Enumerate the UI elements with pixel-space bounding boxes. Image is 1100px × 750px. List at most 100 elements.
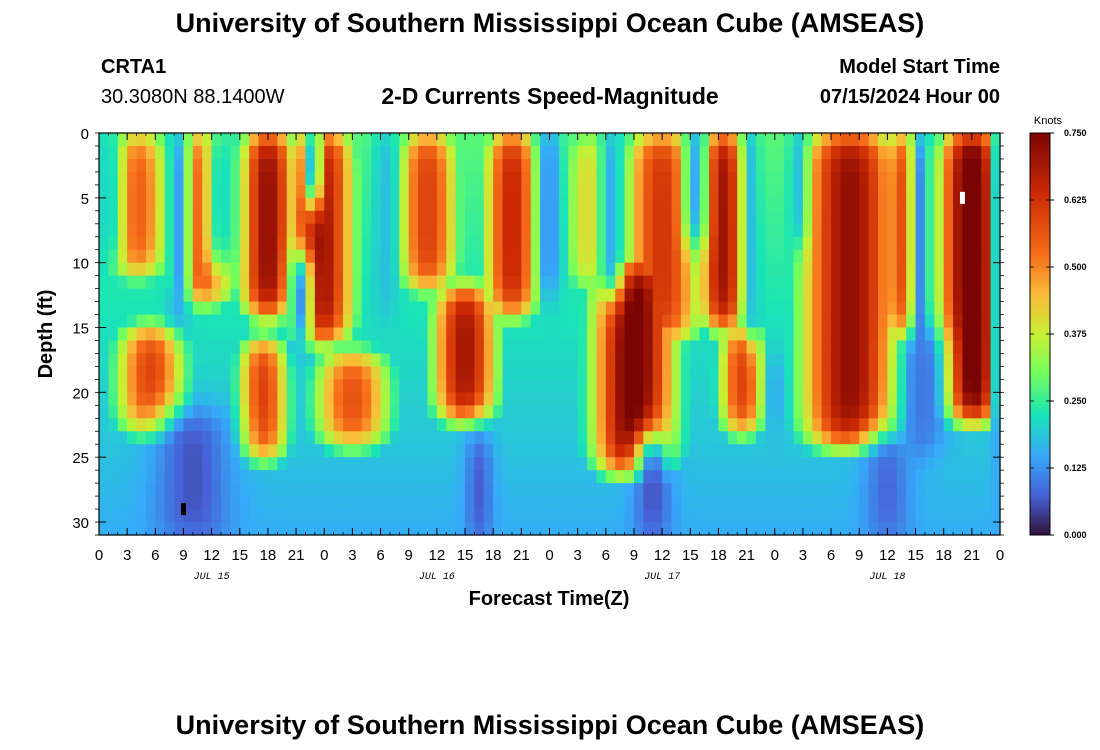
heatmap-cell bbox=[934, 379, 945, 393]
heatmap-cell bbox=[446, 133, 457, 147]
heatmap-cell bbox=[483, 171, 494, 186]
heatmap-cell bbox=[502, 496, 513, 510]
heatmap-cell bbox=[408, 509, 419, 523]
heatmap-cell bbox=[174, 262, 185, 277]
heatmap-cell bbox=[774, 444, 785, 458]
heatmap-cell bbox=[305, 275, 316, 290]
heatmap-cell bbox=[596, 133, 607, 147]
heatmap-cell bbox=[887, 392, 898, 406]
heatmap-cell bbox=[192, 353, 203, 368]
heatmap-cell bbox=[680, 327, 691, 342]
heatmap-cell bbox=[192, 145, 203, 160]
heatmap-cell bbox=[258, 379, 269, 393]
heatmap-cell bbox=[971, 327, 982, 342]
heatmap-cell bbox=[859, 275, 870, 290]
heatmap-cell bbox=[286, 405, 297, 419]
heatmap-cell bbox=[615, 171, 626, 186]
heatmap-cell bbox=[164, 366, 175, 380]
heatmap-cell bbox=[183, 483, 194, 497]
heatmap-cell bbox=[840, 522, 851, 536]
heatmap-cell bbox=[427, 444, 438, 458]
heatmap-cell bbox=[624, 236, 635, 251]
heatmap-cell bbox=[540, 158, 551, 173]
heatmap-cell bbox=[699, 210, 710, 225]
heatmap-cell bbox=[587, 496, 598, 510]
heatmap-cell bbox=[371, 522, 382, 536]
heatmap-cell bbox=[831, 145, 842, 160]
heatmap-cell bbox=[399, 288, 410, 303]
heatmap-cell bbox=[427, 457, 438, 471]
heatmap-cell bbox=[558, 457, 569, 471]
heatmap-cell bbox=[596, 431, 607, 445]
heatmap-cell bbox=[202, 288, 213, 303]
heatmap-cell bbox=[286, 483, 297, 497]
heatmap-cell bbox=[549, 262, 560, 277]
heatmap-cell bbox=[117, 431, 128, 445]
heatmap-cell bbox=[221, 197, 231, 212]
heatmap-cell bbox=[174, 210, 185, 225]
heatmap-cell bbox=[962, 275, 973, 290]
heatmap-cell bbox=[211, 197, 222, 212]
heatmap-cell bbox=[436, 522, 447, 536]
heatmap-cell bbox=[352, 457, 363, 471]
heatmap-cell bbox=[427, 223, 438, 238]
heatmap-cell bbox=[624, 249, 635, 264]
heatmap-cell bbox=[934, 496, 945, 510]
heatmap-cell bbox=[587, 483, 598, 497]
heatmap-cell bbox=[774, 158, 785, 173]
heatmap-cell bbox=[953, 314, 964, 329]
heatmap-cell bbox=[633, 236, 644, 251]
heatmap-cell bbox=[718, 236, 729, 251]
heatmap-cell bbox=[258, 509, 269, 523]
heatmap-cell bbox=[99, 353, 109, 368]
heatmap-cell bbox=[793, 379, 804, 393]
heatmap-cell bbox=[333, 184, 344, 199]
heatmap-cell bbox=[286, 288, 297, 303]
heatmap-cell bbox=[521, 288, 532, 303]
heatmap-cell bbox=[887, 249, 898, 264]
colorbar-tick-label: 0.500 bbox=[1064, 262, 1087, 272]
heatmap-cell bbox=[530, 210, 541, 225]
heatmap-cell bbox=[221, 301, 231, 316]
heatmap-cell bbox=[709, 171, 720, 186]
heatmap-cell bbox=[483, 379, 494, 393]
heatmap-cell bbox=[343, 197, 354, 212]
heatmap-cell bbox=[727, 249, 738, 264]
heatmap-cell bbox=[990, 288, 1001, 303]
heatmap-cell bbox=[605, 249, 616, 264]
heatmap-cell bbox=[812, 496, 823, 510]
heatmap-cell bbox=[896, 133, 907, 147]
heatmap-cell bbox=[868, 366, 879, 380]
heatmap-cell bbox=[380, 509, 391, 523]
heatmap-cell bbox=[568, 470, 579, 484]
heatmap-cell bbox=[624, 288, 635, 303]
heatmap-cell bbox=[221, 392, 231, 406]
heatmap-cell bbox=[408, 522, 419, 536]
heatmap-cell bbox=[155, 275, 166, 290]
heatmap-cell bbox=[446, 288, 457, 303]
heatmap-cell bbox=[953, 392, 964, 406]
heatmap-cell bbox=[915, 275, 926, 290]
heatmap-cell bbox=[333, 444, 344, 458]
heatmap-cell bbox=[343, 288, 354, 303]
heatmap-cell bbox=[455, 418, 466, 432]
heatmap-cell bbox=[906, 405, 917, 419]
heatmap-cell bbox=[202, 366, 213, 380]
heatmap-cell bbox=[896, 327, 907, 342]
heatmap-cell bbox=[202, 327, 213, 342]
heatmap-cell bbox=[174, 340, 185, 355]
heatmap-cell bbox=[793, 418, 804, 432]
heatmap-cell bbox=[408, 405, 419, 419]
heatmap-cell bbox=[521, 366, 532, 380]
heatmap-cell bbox=[540, 288, 551, 303]
heatmap-cell bbox=[211, 340, 222, 355]
heatmap-cell bbox=[258, 288, 269, 303]
heatmap-cell bbox=[633, 301, 644, 316]
heatmap-cell bbox=[605, 327, 616, 342]
heatmap-cell bbox=[183, 249, 194, 264]
model-start-value: 07/15/2024 Hour 00 bbox=[819, 86, 1000, 108]
heatmap-cell bbox=[277, 353, 288, 368]
heatmap-cell bbox=[615, 366, 626, 380]
heatmap-cell bbox=[990, 457, 1001, 471]
heatmap-cell bbox=[718, 405, 729, 419]
